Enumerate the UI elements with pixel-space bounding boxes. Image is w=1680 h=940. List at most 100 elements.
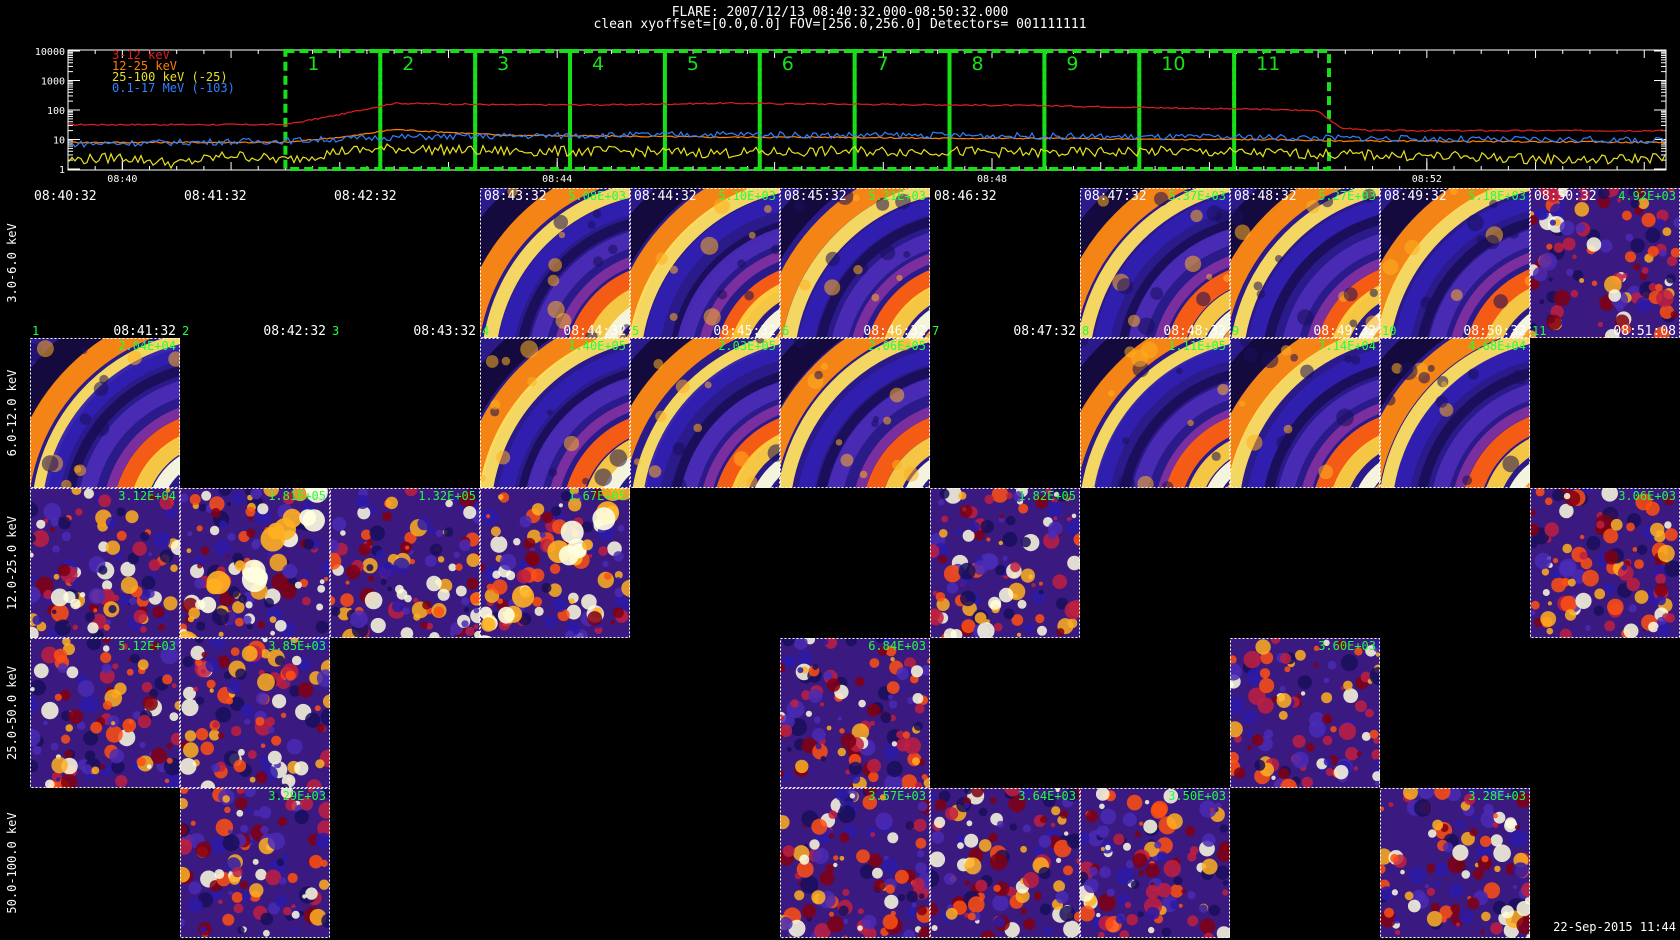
- texture-blob: [1053, 488, 1071, 502]
- texture-blob: [1006, 492, 1013, 499]
- texture-blob: [1187, 852, 1197, 862]
- texture-blob: [1259, 668, 1271, 679]
- y-tick-label: 100: [47, 106, 65, 117]
- texture-blob: [1654, 583, 1668, 597]
- texture-blob: [345, 580, 350, 585]
- texture-blob: [43, 720, 48, 726]
- texture-blob: [1330, 726, 1337, 733]
- y-tick-label: 10000: [35, 47, 65, 58]
- texture-blob: [1530, 523, 1540, 536]
- texture-blob: [883, 638, 893, 645]
- texture-blob: [1321, 195, 1334, 208]
- texture-blob: [828, 810, 838, 819]
- texture-blob: [32, 575, 37, 581]
- texture-blob: [305, 887, 318, 900]
- texture-blob: [1391, 362, 1403, 374]
- texture-blob: [943, 565, 962, 583]
- texture-blob: [114, 552, 123, 561]
- texture-blob: [1035, 495, 1049, 509]
- texture-blob: [1017, 788, 1032, 798]
- texture-blob: [1345, 638, 1355, 643]
- texture-blob: [180, 839, 192, 855]
- texture-blob: [1621, 564, 1628, 571]
- texture-blob: [426, 622, 433, 630]
- texture-blob: [437, 588, 450, 601]
- panel-peak-label: 1.81E+05: [268, 489, 326, 503]
- image-panel: [1080, 188, 1230, 338]
- texture-blob: [1169, 900, 1179, 910]
- texture-blob: [1105, 844, 1111, 851]
- texture-blob: [1380, 235, 1392, 249]
- texture-blob: [1634, 559, 1644, 569]
- texture-blob: [1604, 550, 1619, 565]
- texture-blob: [1280, 345, 1292, 356]
- texture-blob: [1037, 625, 1047, 636]
- series-line: [69, 101, 1666, 132]
- interval-number-label: 5: [632, 324, 639, 338]
- texture-blob: [1259, 678, 1275, 694]
- texture-blob: [1009, 823, 1017, 831]
- texture-blob: [1063, 920, 1080, 938]
- texture-blob: [1599, 239, 1613, 253]
- texture-blob: [282, 853, 290, 862]
- texture-blob: [291, 910, 300, 919]
- texture-blob: [1247, 745, 1252, 751]
- texture-blob: [165, 488, 171, 493]
- texture-blob: [1574, 202, 1590, 217]
- texture-blob: [132, 541, 147, 556]
- texture-blob: [149, 494, 156, 501]
- texture-blob: [230, 647, 240, 656]
- texture-blob: [433, 606, 445, 618]
- texture-blob: [903, 929, 915, 938]
- texture-blob: [882, 914, 898, 930]
- texture-blob: [280, 788, 294, 799]
- texture-blob: [785, 655, 797, 667]
- texture-blob: [1635, 188, 1646, 198]
- texture-blob: [1280, 652, 1292, 664]
- texture-blob: [1540, 611, 1557, 627]
- texture-blob: [1442, 842, 1454, 853]
- texture-blob: [971, 788, 984, 798]
- interval-box: [1137, 49, 1237, 171]
- texture-blob: [1243, 650, 1261, 669]
- panel-peak-label: 3.06E+03: [1618, 489, 1676, 503]
- texture-blob: [1013, 491, 1024, 502]
- texture-blob: [835, 788, 849, 801]
- time-label: 08:48:32: [1234, 189, 1297, 204]
- texture-blob: [382, 511, 392, 522]
- texture-blob: [1278, 710, 1288, 720]
- texture-blob: [317, 820, 330, 837]
- texture-blob: [672, 442, 686, 456]
- panel-peak-label: 5.27E+03: [1318, 189, 1376, 203]
- texture-blob: [864, 788, 877, 796]
- texture-blob: [991, 488, 1009, 503]
- texture-blob: [1295, 649, 1306, 661]
- interval-time-label: 08:41:32: [113, 324, 176, 339]
- texture-blob: [592, 488, 603, 499]
- texture-blob: [1656, 289, 1674, 308]
- texture-blob: [1127, 314, 1141, 327]
- image-panel: [30, 638, 180, 788]
- texture-blob: [1321, 713, 1333, 725]
- texture-blob: [938, 499, 945, 506]
- texture-blob: [869, 658, 880, 668]
- texture-blob: [68, 709, 83, 725]
- texture-blob: [166, 757, 173, 764]
- texture-blob: [88, 587, 106, 605]
- texture-blob: [249, 776, 256, 783]
- image-panel: [780, 638, 930, 788]
- texture-blob: [1276, 435, 1292, 451]
- texture-blob: [30, 679, 46, 696]
- interval-number: 2: [402, 53, 414, 75]
- texture-blob: [1260, 651, 1274, 665]
- texture-blob: [1020, 568, 1035, 583]
- texture-blob: [1548, 277, 1553, 282]
- texture-blob: [552, 597, 567, 613]
- texture-blob: [65, 724, 73, 732]
- texture-blob: [524, 550, 540, 566]
- interval-box: [473, 49, 573, 171]
- panel-border: [180, 788, 330, 938]
- texture-blob: [1667, 256, 1678, 267]
- texture-blob: [1575, 592, 1592, 610]
- texture-blob: [1560, 320, 1566, 326]
